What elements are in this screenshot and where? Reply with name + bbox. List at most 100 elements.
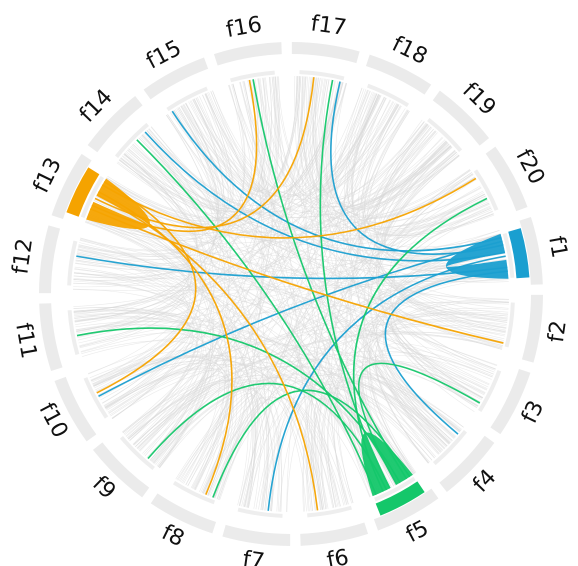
sector-label-f18: f18 — [388, 32, 431, 70]
background-link — [106, 177, 507, 327]
background-link — [127, 149, 490, 239]
sector-inner-strip-f7 — [237, 507, 283, 518]
background-link — [356, 378, 442, 478]
sector-track-layer — [39, 42, 543, 546]
link-f13-f20 — [101, 177, 477, 239]
sector-track-f19 — [432, 90, 490, 146]
link-f5-f14 — [136, 139, 377, 495]
background-link — [238, 105, 402, 506]
background-link — [136, 358, 479, 449]
sector-inner-strip-f10 — [83, 377, 109, 419]
background-link — [106, 323, 506, 411]
background-link — [91, 356, 341, 507]
background-link — [369, 265, 508, 475]
sector-track-f14 — [87, 95, 143, 153]
background-link — [240, 81, 324, 510]
sector-track-f2 — [521, 294, 543, 363]
background-link — [376, 128, 505, 340]
background-link — [139, 89, 368, 452]
background-link — [133, 193, 485, 445]
background-link — [314, 398, 373, 510]
background-link — [195, 97, 446, 208]
background-link — [74, 312, 433, 461]
strong-ribbon-f13 — [86, 178, 150, 230]
background-link — [73, 76, 302, 281]
sector-inner-strip-f19 — [427, 117, 463, 152]
background-link — [148, 83, 347, 460]
background-link — [150, 385, 242, 499]
background-link — [381, 343, 496, 438]
background-link — [328, 110, 409, 505]
sector-label-f8: f8 — [158, 520, 189, 552]
background-link — [90, 84, 245, 381]
background-link — [112, 109, 221, 419]
background-link — [376, 142, 480, 404]
background-link — [78, 121, 425, 257]
background-link — [265, 359, 488, 511]
link-f1-f14 — [144, 131, 506, 262]
background-link — [327, 361, 486, 508]
background-link — [352, 93, 508, 323]
background-link — [79, 123, 428, 348]
background-link — [77, 79, 259, 257]
sector-track-f15 — [143, 57, 209, 100]
background-link — [74, 312, 190, 399]
highlight-block-f5 — [375, 481, 425, 516]
background-link — [88, 213, 451, 443]
sector-inner-strip-f2 — [504, 302, 515, 348]
background-link — [89, 350, 212, 468]
background-link — [299, 76, 487, 228]
background-link — [377, 131, 507, 331]
background-link — [105, 330, 503, 409]
sector-inner-strip-f14 — [114, 122, 149, 158]
sector-track-f7 — [222, 524, 291, 546]
background-link — [73, 272, 488, 389]
background-link — [92, 78, 324, 385]
background-link — [75, 260, 198, 437]
link-f1-f12 — [76, 255, 508, 280]
sector-inner-strip-f9 — [119, 436, 155, 471]
background-link — [87, 214, 191, 382]
background-link — [228, 85, 437, 458]
background-link — [138, 265, 508, 451]
background-link — [123, 76, 299, 209]
background-link — [320, 78, 471, 216]
sector-track-f10 — [54, 376, 97, 442]
background-link — [122, 353, 482, 433]
sector-label-f12: f12 — [8, 237, 38, 276]
background-link — [208, 92, 392, 196]
background-link — [180, 105, 416, 474]
background-link — [205, 93, 339, 507]
background-link — [76, 254, 203, 451]
background-link — [258, 78, 501, 248]
background-link — [185, 76, 298, 193]
sector-label-f1: f1 — [543, 234, 571, 260]
background-link — [343, 91, 440, 455]
background-link — [120, 157, 215, 461]
background-link — [119, 159, 256, 508]
sector-inner-strip-f4 — [433, 430, 468, 466]
background-link — [192, 99, 337, 508]
background-link — [74, 268, 493, 378]
background-link — [92, 356, 233, 496]
background-link — [129, 134, 214, 441]
link-f5-f17 — [319, 79, 391, 489]
background-link — [105, 90, 371, 410]
sector-track-f18 — [365, 54, 432, 95]
strong-ribbon-f1 — [445, 233, 509, 279]
sector-track-f11 — [39, 303, 63, 372]
highlight-block-f1 — [508, 228, 530, 279]
background-link — [142, 133, 258, 508]
sector-label-f13: f13 — [29, 154, 67, 197]
background-link — [311, 96, 385, 511]
sector-track-f1 — [519, 216, 543, 285]
background-link — [217, 383, 439, 500]
background-link — [326, 81, 443, 452]
background-link — [76, 83, 347, 333]
background-link — [78, 244, 503, 347]
background-link — [73, 155, 460, 312]
link-f13-f2 — [90, 208, 504, 344]
highlight-block-f13 — [66, 167, 100, 217]
sector-track-f4 — [439, 435, 495, 493]
background-link — [123, 366, 450, 444]
